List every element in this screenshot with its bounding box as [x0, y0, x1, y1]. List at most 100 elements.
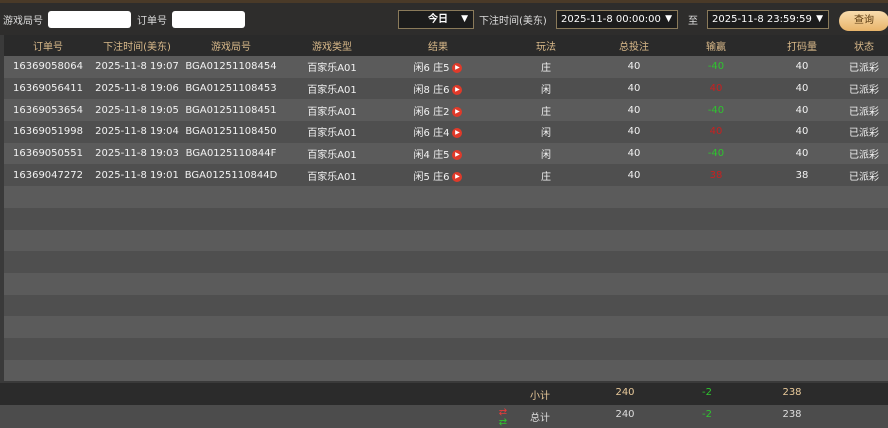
round-value: BGA0125110844F: [185, 148, 277, 160]
order-input[interactable]: [172, 11, 245, 28]
cell-play: [492, 338, 600, 360]
cell-order: 16369047272: [4, 164, 92, 186]
start-time-value: 2025-11-8 00:00:00: [561, 14, 661, 25]
table-row: 16369056411 2025-11-8 19:06 BGA01251108453…: [4, 77, 888, 100]
cell-result: 闲4 庄5 ▶: [384, 143, 492, 165]
start-time-select[interactable]: 2025-11-8 00:00:00 ▼: [556, 10, 678, 29]
play-video-icon[interactable]: ▶: [452, 85, 463, 96]
code-value: 40: [795, 61, 809, 73]
total-row: ⇄ ⇄ 总计 240 -2 238: [0, 405, 888, 428]
cell-result: 闲5 庄6 ▶: [384, 164, 492, 186]
cell-result: [384, 338, 492, 360]
win-value: -40: [707, 61, 725, 73]
play-video-icon[interactable]: ▶: [452, 150, 463, 161]
empty-row: [4, 294, 888, 317]
cell-code: 40: [764, 99, 840, 121]
subtotal-code: 238: [782, 387, 802, 398]
cell-win: 38: [668, 164, 764, 186]
chevron-down-icon: ▼: [665, 14, 672, 24]
col-time: 下注时间(美东): [92, 35, 182, 56]
end-time-value: 2025-11-8 23:59:59: [712, 14, 812, 25]
cell-play: [492, 208, 600, 230]
cell-code: [764, 316, 840, 338]
cell-win: [668, 360, 764, 382]
empty-row: [4, 186, 888, 208]
col-win: 输赢: [668, 35, 764, 56]
cell-bet: 40: [600, 78, 668, 100]
order-value: 16369056411: [13, 83, 83, 95]
cell-result: [384, 273, 492, 295]
col-round: 游戏局号: [182, 35, 280, 56]
status-value: 已派彩: [849, 150, 879, 162]
cell-bet: [600, 360, 668, 382]
cell-round: [182, 338, 280, 360]
cell-win: [668, 273, 764, 295]
cell-round: BGA0125110844F: [182, 143, 280, 165]
cell-play: [492, 295, 600, 317]
cell-play: [492, 230, 600, 252]
cell-time: 2025-11-8 19:07: [92, 56, 182, 78]
code-value: 40: [795, 83, 809, 95]
orders-table: 订单号 下注时间(美东) 游戏局号 游戏类型 结果 玩法 总投注 输赢 打码量 …: [4, 35, 888, 382]
play-video-icon[interactable]: ▶: [452, 171, 463, 182]
cell-type: [280, 360, 384, 382]
status-value: 已派彩: [849, 63, 879, 75]
round-value: BGA01251108454: [185, 61, 277, 73]
cell-status: 已派彩: [840, 143, 888, 165]
cell-code: 38: [764, 164, 840, 186]
cell-bet: [600, 186, 668, 208]
query-button[interactable]: 查询: [839, 11, 888, 31]
table-header: 订单号 下注时间(美东) 游戏局号 游戏类型 结果 玩法 总投注 输赢 打码量 …: [4, 35, 888, 56]
cell-win: -40: [668, 99, 764, 121]
cell-win: [668, 338, 764, 360]
cell-status: [840, 295, 888, 317]
cell-time: 2025-11-8 19:04: [92, 121, 182, 143]
refresh-icon[interactable]: ⇄ ⇄: [498, 407, 508, 428]
cell-play: [492, 251, 600, 273]
win-value: 38: [709, 169, 723, 181]
cell-type: 百家乐A01: [280, 56, 384, 78]
play-video-icon[interactable]: ▶: [452, 63, 463, 74]
cell-order: [4, 230, 92, 252]
cell-result: [384, 230, 492, 252]
play-video-icon[interactable]: ▶: [452, 106, 463, 117]
order-label: 订单号: [137, 16, 167, 27]
cell-type: [280, 208, 384, 230]
cell-order: [4, 273, 92, 295]
subtotal-label: 小计: [530, 391, 550, 402]
cell-round: [182, 251, 280, 273]
cell-win: 40: [668, 121, 764, 143]
type-value: 百家乐A01: [307, 85, 357, 97]
cell-time: [92, 273, 182, 295]
cell-time: [92, 251, 182, 273]
cell-bet: 40: [600, 164, 668, 186]
cell-bet: [600, 230, 668, 252]
cell-status: [840, 273, 888, 295]
cell-order: 16369053654: [4, 99, 92, 121]
cell-result: 闲6 庄4 ▶: [384, 121, 492, 143]
cell-round: BGA01251108454: [182, 56, 280, 78]
cell-win: -40: [668, 56, 764, 78]
cell-round: [182, 230, 280, 252]
code-value: 38: [795, 169, 809, 181]
cell-bet: 40: [600, 56, 668, 78]
bet-value: 40: [627, 83, 641, 95]
win-value: -40: [707, 148, 725, 160]
cell-bet: [600, 295, 668, 317]
cell-order: [4, 251, 92, 273]
cell-bet: 40: [600, 121, 668, 143]
col-code: 打码量: [764, 35, 840, 56]
cell-status: [840, 186, 888, 208]
cell-status: [840, 316, 888, 338]
cell-code: [764, 360, 840, 382]
cell-status: 已派彩: [840, 56, 888, 78]
end-time-select[interactable]: 2025-11-8 23:59:59 ▼: [707, 10, 829, 29]
period-select[interactable]: 今日 ▼: [398, 10, 474, 29]
play-video-icon[interactable]: ▶: [452, 128, 463, 139]
cell-time: 2025-11-8 19:03: [92, 143, 182, 165]
status-value: 已派彩: [849, 128, 879, 140]
game-round-input[interactable]: [48, 11, 131, 28]
cell-play: 闲: [492, 143, 600, 165]
cell-type: [280, 230, 384, 252]
cell-win: [668, 230, 764, 252]
